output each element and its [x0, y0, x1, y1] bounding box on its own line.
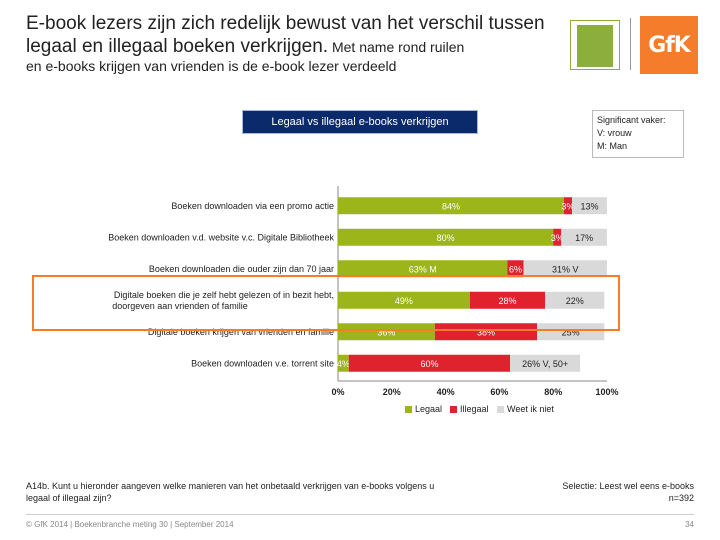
- bar-illegaal: [563, 197, 573, 215]
- data-label: 63% M: [409, 264, 437, 274]
- title-small: Met name rond ruilen: [328, 39, 465, 55]
- bar-weet-ik-niet: [523, 260, 607, 278]
- footer-divider: [26, 514, 694, 515]
- x-tick-label: 20%: [383, 387, 401, 397]
- footer-text: © GfK 2014 | Boekenbranche meting 30 | S…: [26, 520, 234, 529]
- significance-legend: Significant vaker: V: vrouw M: Man: [592, 110, 684, 158]
- data-label: 22%: [566, 296, 584, 306]
- bar-weet-ik-niet: [537, 323, 605, 341]
- data-label: 31% V: [552, 264, 579, 274]
- significance-v: V: vrouw: [597, 128, 632, 138]
- data-label: 28%: [498, 296, 516, 306]
- bar-legaal: [338, 197, 564, 215]
- data-label: 17%: [575, 233, 593, 243]
- bar-legaal: [338, 228, 554, 246]
- legend-swatch: [450, 406, 457, 413]
- selection-note: Selectie: Leest wel eens e-books n=392: [520, 480, 694, 504]
- bar-legaal: [338, 354, 349, 372]
- data-label: 4%: [337, 359, 350, 369]
- gfk-logo: GfK: [640, 16, 698, 74]
- category-label: Digitale boeken krijgen van vrienden en …: [148, 327, 334, 337]
- significance-m: M: Man: [597, 141, 628, 151]
- significance-title: Significant vaker:: [597, 115, 666, 125]
- data-label: 3%: [551, 233, 564, 243]
- bar-illegaal: [553, 228, 562, 246]
- page-number: 34: [685, 520, 694, 529]
- highlight-frame: [32, 275, 620, 331]
- page-subtitle: en e-books krijgen van vrienden is de e-…: [26, 58, 397, 74]
- data-label: 80%: [437, 233, 455, 243]
- category-label: Boeken downloaden via een promo actie: [171, 201, 334, 211]
- bar-illegaal: [469, 291, 546, 309]
- bar-weet-ik-niet: [572, 197, 607, 215]
- data-label: 25%: [562, 327, 580, 337]
- page-title: E-book lezers zijn zich redelijk bewust …: [26, 12, 576, 59]
- bar-legaal: [338, 260, 508, 278]
- data-label: 13%: [581, 201, 599, 211]
- legend-label: Illegaal: [460, 404, 489, 414]
- category-label: Digitale boeken die je zelf hebt gelezen…: [114, 290, 334, 300]
- legend-label: Legaal: [415, 404, 442, 414]
- x-tick-label: 40%: [437, 387, 455, 397]
- bar-illegaal: [434, 323, 538, 341]
- x-tick-label: 0%: [331, 387, 344, 397]
- x-tick-label: 60%: [490, 387, 508, 397]
- book-icon: [577, 25, 613, 67]
- question-note: A14b. Kunt u hieronder aangeven welke ma…: [26, 481, 435, 503]
- sample-size: n=392: [668, 493, 694, 503]
- bar-illegaal: [348, 354, 511, 372]
- data-label: 49%: [395, 296, 413, 306]
- bar-legaal: [338, 291, 470, 309]
- category-label: Boeken downloaden v.d. website v.c. Digi…: [108, 232, 334, 242]
- data-label: 36%: [377, 327, 395, 337]
- chart-title: Legaal vs illegaal e-books verkrijgen: [242, 110, 478, 134]
- data-label: 26% V, 50+: [522, 359, 568, 369]
- category-label: doorgeven aan vrienden of familie: [112, 301, 248, 311]
- boekenbranche-logo: [570, 20, 620, 70]
- bar-legaal: [338, 323, 435, 341]
- x-tick-label: 80%: [544, 387, 562, 397]
- data-label: 3%: [561, 201, 574, 211]
- bar-weet-ik-niet: [510, 354, 581, 372]
- data-label: 84%: [442, 201, 460, 211]
- bar-weet-ik-niet: [561, 228, 607, 246]
- bar-illegaal: [507, 260, 524, 278]
- data-label: 38%: [477, 327, 495, 337]
- title-main: E-book lezers zijn zich redelijk bewust …: [26, 13, 545, 57]
- x-tick-label: 100%: [595, 387, 618, 397]
- legend-label: Weet ik niet: [507, 404, 554, 414]
- data-label: 60%: [420, 359, 438, 369]
- logo-divider: [630, 18, 631, 70]
- selection-text: Selectie: Leest wel eens e-books: [562, 481, 694, 491]
- legend-swatch: [405, 406, 412, 413]
- data-label: 6%: [509, 264, 522, 274]
- legend-swatch: [497, 406, 504, 413]
- category-label: Boeken downloaden v.e. torrent site: [191, 358, 334, 368]
- bar-weet-ik-niet: [545, 291, 605, 309]
- category-label: Boeken downloaden die ouder zijn dan 70 …: [149, 264, 334, 274]
